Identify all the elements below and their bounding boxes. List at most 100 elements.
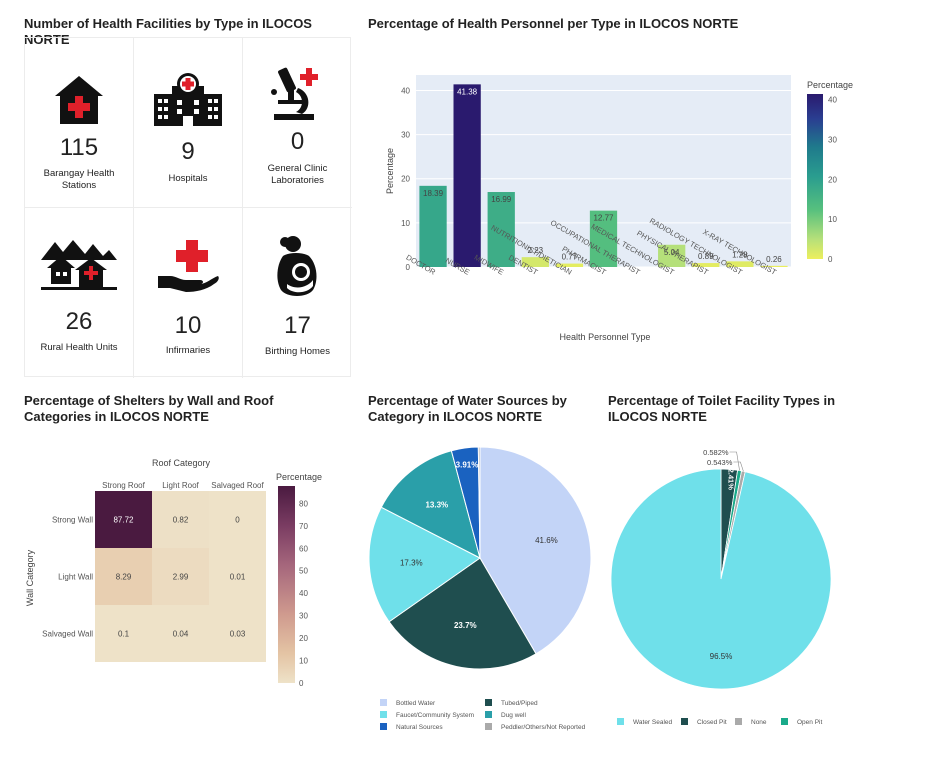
heatmap-value: 0.82: [173, 516, 189, 525]
facility-card-hospitals: 9 Hospitals: [134, 38, 243, 208]
heatmap-colorbar-tick: 0: [299, 679, 304, 688]
legend-label[interactable]: Water Sealed: [633, 719, 673, 726]
legend-label[interactable]: Dug well: [501, 712, 526, 719]
pie-leader-line: [729, 451, 740, 471]
barangay-health-station-icon: [25, 72, 133, 136]
colorbar-title: Percentage: [807, 80, 853, 90]
colorbar: [807, 94, 823, 259]
y-axis-title: Percentage: [385, 148, 395, 194]
facility-card-laboratories: 0 General Clinic Laboratories: [243, 38, 352, 208]
colorbar-tick: 30: [828, 135, 837, 144]
heatmap-value: 0: [235, 516, 240, 525]
bar: [521, 257, 549, 267]
colorbar-tick: 0: [828, 255, 833, 264]
bar-data-label: 1.28: [732, 250, 748, 259]
pie-value-label: 0.543%: [707, 458, 733, 467]
bar-data-label: 16.99: [491, 195, 512, 204]
facility-count: 0: [290, 128, 305, 155]
pie-value-label: 0.582%: [703, 448, 729, 457]
heatmap-value: 0.04: [173, 630, 189, 639]
bar: [692, 263, 720, 267]
heatmap-cell: [152, 548, 209, 605]
pie-slice: [479, 446, 592, 655]
heatmap-value: 0.01: [230, 573, 246, 582]
legend-label[interactable]: Faucet/Community System: [396, 712, 474, 719]
pie-slice: [380, 450, 481, 559]
shelter-chart-title: Percentage of Shelters by Wall and Roof …: [24, 393, 274, 424]
pie-slice: [610, 468, 832, 690]
legend-label[interactable]: None: [751, 719, 767, 726]
heatmap-value: 2.99: [173, 573, 189, 582]
heatmap-y-title: Wall Category: [25, 549, 35, 606]
bar: [487, 192, 515, 267]
pie-value-label: 23.7%: [454, 621, 477, 630]
facility-label: Birthing Homes: [265, 346, 330, 357]
toilet-chart-title: Percentage of Toilet Facility Types in I…: [608, 393, 836, 424]
legend-label[interactable]: Closed Pit: [697, 719, 727, 726]
heatmap-x-tick: Salvaged Roof: [211, 481, 264, 490]
water-pie-chart: 41.6%23.7%17.3%13.3%3.91%0.241% Bottled …: [368, 446, 592, 731]
bar: [760, 265, 788, 267]
y-tick-label: 10: [401, 219, 410, 228]
pie-slice: [388, 557, 537, 670]
facility-card-birthing-homes: 17 Birthing Homes: [243, 208, 352, 378]
legend-label[interactable]: Peddler/Others/Not Reported: [501, 724, 586, 731]
heatmap-y-tick: Light Wall: [58, 573, 93, 582]
colorbar-tick: 20: [828, 175, 837, 184]
legend-swatch: [380, 723, 387, 730]
water-chart-title: Percentage of Water Sources by Category …: [368, 393, 567, 424]
heatmap-value: 87.72: [113, 516, 134, 525]
legend-swatch: [781, 718, 788, 725]
heatmap-colorbar-tick: 40: [299, 589, 308, 598]
heatmap-colorbar-tick: 70: [299, 522, 308, 531]
bar: [555, 263, 584, 267]
facility-label: Infirmaries: [165, 345, 211, 356]
legend-swatch: [485, 699, 492, 706]
facility-label: Hospitals: [168, 173, 208, 184]
legend-label[interactable]: Open Pit: [797, 719, 822, 726]
personnel-chart-title: Percentage of Health Personnel per Type …: [368, 16, 739, 31]
legend-label[interactable]: Bottled Water: [396, 700, 436, 707]
y-tick-label: 20: [401, 175, 410, 184]
facility-label: Rural Health Units: [40, 342, 118, 353]
bar: [589, 210, 618, 267]
hand-cross-icon: [134, 238, 242, 302]
pie-value-label: 41.6%: [535, 536, 558, 545]
facility-label: Barangay Health Stations: [43, 168, 115, 191]
bar-data-label: 12.77: [593, 214, 614, 223]
rural-village-icon: [25, 238, 133, 302]
heatmap-colorbar-tick: 50: [299, 567, 308, 576]
bar: [453, 84, 481, 267]
heatmap-colorbar-tick: 20: [299, 634, 308, 643]
heatmap-cell: [209, 548, 266, 605]
pie-slice: [368, 506, 481, 623]
y-tick-label: 0: [406, 263, 411, 272]
legend-swatch: [735, 718, 742, 725]
heatmap-x-title: Roof Category: [152, 458, 211, 468]
pie-value-label: 3.91%: [456, 461, 479, 470]
legend-swatch: [380, 699, 387, 706]
heatmap-value: 8.29: [116, 573, 132, 582]
pie-slice: [477, 446, 481, 559]
facility-count: 26: [65, 308, 93, 335]
facility-label: General Clinic Laboratories: [267, 163, 328, 186]
hospital-icon: [134, 72, 242, 136]
heatmap-y-tick: Strong Wall: [52, 516, 93, 525]
facility-card-infirmaries: 10 Infirmaries: [134, 208, 243, 378]
y-tick-label: 40: [401, 86, 410, 95]
bar-data-label: 5.04: [664, 248, 680, 257]
heatmap-cell: [95, 548, 152, 605]
facilities-grid: 115 Barangay Health Stations: [24, 37, 352, 378]
pie-leader-line: [733, 461, 744, 472]
heatmap-x-tick: Light Roof: [162, 481, 199, 490]
bar-data-label: 18.39: [423, 189, 444, 198]
legend-swatch: [485, 723, 492, 730]
laboratory-microscope-icon: [243, 62, 352, 126]
legend-label[interactable]: Tubed/Piped: [501, 700, 538, 707]
pie-value-label: 2.41%: [727, 469, 736, 491]
toilet-pie-chart: 96.5% 2.41% 0.582%0.543% Water Sealed Close…: [610, 448, 832, 726]
colorbar-tick: 10: [828, 215, 837, 224]
legend-swatch: [681, 718, 688, 725]
heatmap-cell: [152, 491, 209, 548]
legend-label[interactable]: Natural Sources: [396, 724, 443, 731]
